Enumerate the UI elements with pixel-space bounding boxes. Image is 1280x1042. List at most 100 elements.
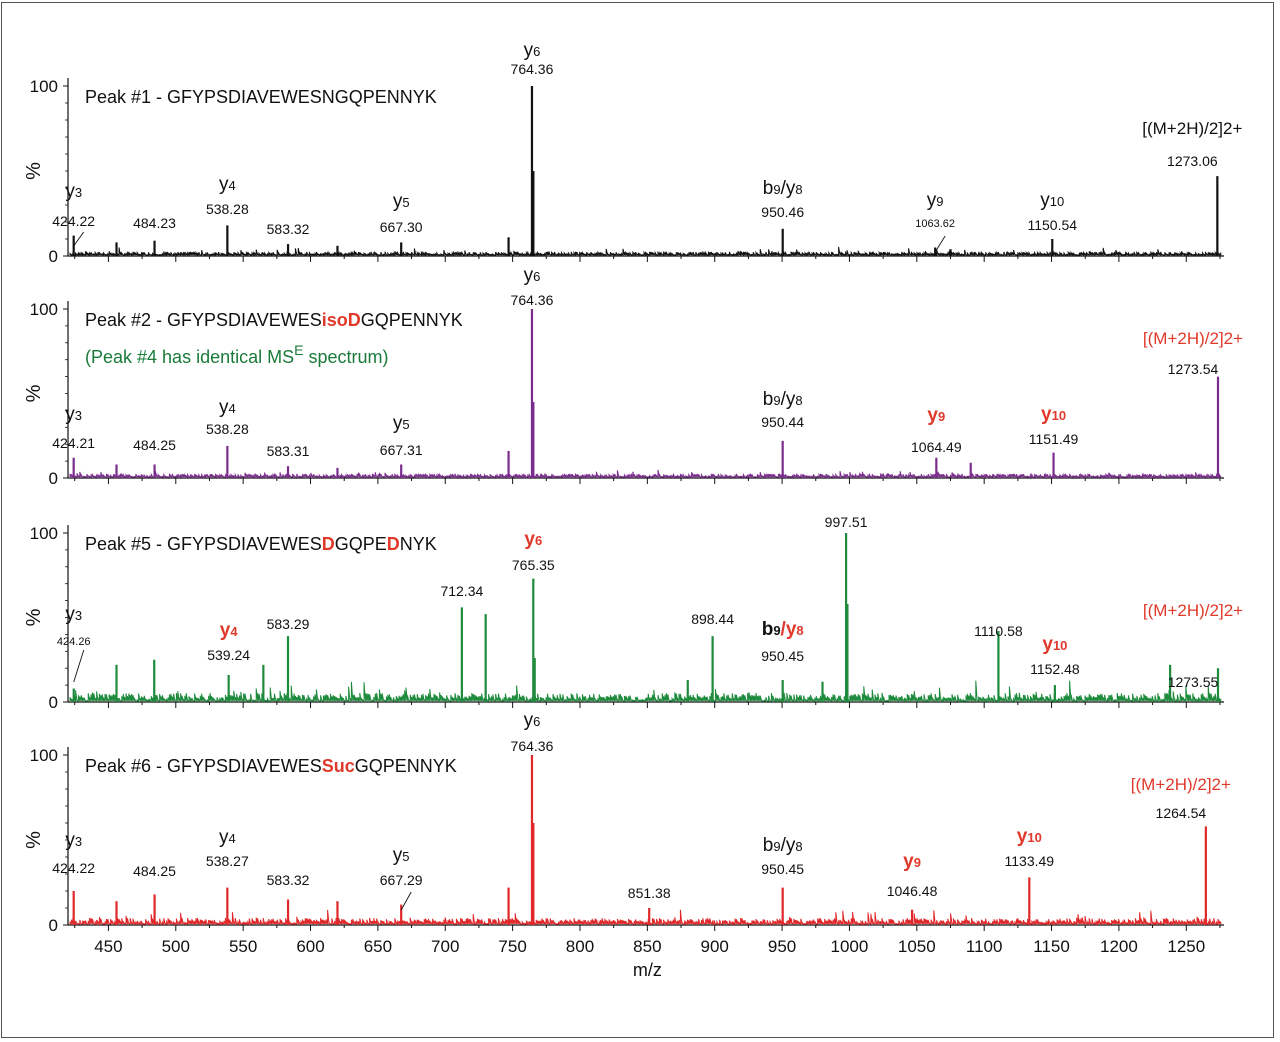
ion-label: y3 [65,181,82,202]
label-leader-line [73,649,85,683]
ion-label: b9/y8 [762,619,804,640]
peak-value-label: 1046.48 [887,883,938,899]
ion-label: b9/y8 [763,178,803,199]
baseline-noise [69,680,1222,703]
ion-label: y5 [393,191,410,212]
ion-label: y10 [1040,190,1064,211]
peak-value-label: 851.38 [628,885,671,901]
x-tick-label: 1250 [1167,937,1205,956]
ion-label: y3 [65,830,82,851]
peak-value-label: 997.51 [825,514,868,530]
peak-value-label: 764.36 [511,738,554,754]
ion-label: y3 [65,604,82,625]
peak-value-label: 1273.54 [1168,361,1219,377]
peak-value-label: 484.25 [133,437,176,453]
panel-title: Peak #5 - GFYPSDIAVEWESDGQPEDNYK [85,534,437,554]
peak-value-label: 667.29 [380,872,423,888]
ion-label: y5 [393,413,410,434]
y-axis-label: % [23,162,45,180]
ion-label: b9/y8 [763,389,803,410]
ion-label: y4 [219,174,236,195]
peak-value-label: 1264.54 [1156,805,1207,821]
ion-label: y5 [393,845,410,866]
ms-spectra-chart: 0 100% Peak #1 - GFYPSDIAVEWESNGQPENNYK y3 4… [23,40,1243,980]
baseline-noise [69,469,1222,479]
x-tick-label: 850 [633,937,661,956]
x-tick-label: 1150 [1033,937,1070,956]
peak-value-label: 583.31 [267,443,310,459]
x-tick-label: 700 [431,937,459,956]
peak-value-label: 1110.58 [974,623,1023,639]
peak-value-label: 1064.49 [911,439,962,455]
ion-label: y6 [524,529,542,550]
ion-label: y6 [524,265,541,286]
peak-value-label: 583.32 [267,872,310,888]
peak-value-label: 1273.55 [1168,674,1219,690]
x-tick-label: 1050 [898,937,936,956]
peak-value-label: 764.36 [511,292,554,308]
ion-label: y9 [927,405,945,426]
peak-value-label: 424.22 [52,860,95,876]
ion-label: [(M+2H)/2]2+ [1131,775,1231,794]
ion-label: y10 [1017,826,1042,847]
baseline-noise [69,909,1222,926]
ion-label: y3 [65,404,82,425]
ion-label: y4 [219,827,236,848]
peak-value-label: 1273.06 [1167,153,1218,169]
x-tick-label: 450 [94,937,122,956]
peak-value-label: 764.36 [511,61,554,77]
x-tick-label: 900 [701,937,729,956]
peak-value-label: 667.30 [380,219,423,235]
y-axis-label: % [23,384,45,402]
peak-value-label: 424.26 [57,636,91,648]
panel-title: Peak #2 - GFYPSDIAVEWESisoDGQPENNYK [85,310,463,330]
y-tick-label: 100 [30,746,58,765]
x-tick-label: 600 [296,937,324,956]
panel-title: Peak #1 - GFYPSDIAVEWESNGQPENNYK [85,87,437,107]
peak-value-label: 484.23 [133,215,176,231]
peak-value-label: 583.29 [267,616,310,632]
peak-value-label: 538.27 [206,853,249,869]
peak-value-label: 424.21 [52,435,95,451]
x-tick-label: 1200 [1100,937,1138,956]
x-axis-label: m/z [633,960,662,980]
ion-label: y4 [220,620,239,641]
ion-label: [(M+2H)/2]2+ [1143,601,1243,620]
y-tick-label: 0 [49,247,58,266]
y-axis-label: % [23,608,45,626]
ion-label: y9 [927,190,944,211]
label-leader-line [73,231,85,247]
peak-value-label: 950.45 [761,648,804,664]
panel-subtitle: (Peak #4 has identical MSE spectrum) [85,342,388,367]
peak-value-label: 424.22 [52,213,95,229]
x-tick-label: 650 [364,937,392,956]
peak-value-label: 1063.62 [915,218,955,230]
x-tick-label: 1000 [831,937,869,956]
ion-label: y10 [1041,404,1066,425]
peak-value-label: 667.31 [380,442,423,458]
ion-label: y6 [524,710,541,731]
y-tick-label: 0 [49,693,58,712]
y-tick-label: 0 [49,469,58,488]
peak-value-label: 950.44 [761,414,804,430]
panel-title: Peak #6 - GFYPSDIAVEWESSucGQPENNYK [85,756,457,776]
ion-label: [(M+2H)/2]2+ [1142,119,1242,138]
y-tick-label: 100 [30,300,58,319]
ion-label: y6 [524,40,541,61]
peak-value-label: 1151.49 [1029,431,1079,447]
ion-label: [(M+2H)/2]2+ [1143,329,1243,348]
x-tick-label: 1100 [966,937,1003,956]
label-leader-line [400,891,412,911]
ion-label: y9 [903,851,921,872]
peak-value-label: 765.35 [512,557,555,573]
peak-value-label: 538.28 [206,421,249,437]
peak-value-label: 538.28 [206,201,249,217]
ion-label: y10 [1042,634,1067,655]
peak-value-label: 898.44 [691,611,734,627]
x-tick-label: 800 [566,937,594,956]
ion-label: y4 [219,397,236,418]
x-tick-label: 950 [768,937,796,956]
peak-value-label: 583.32 [267,221,310,237]
peak-value-label: 950.45 [761,861,804,877]
